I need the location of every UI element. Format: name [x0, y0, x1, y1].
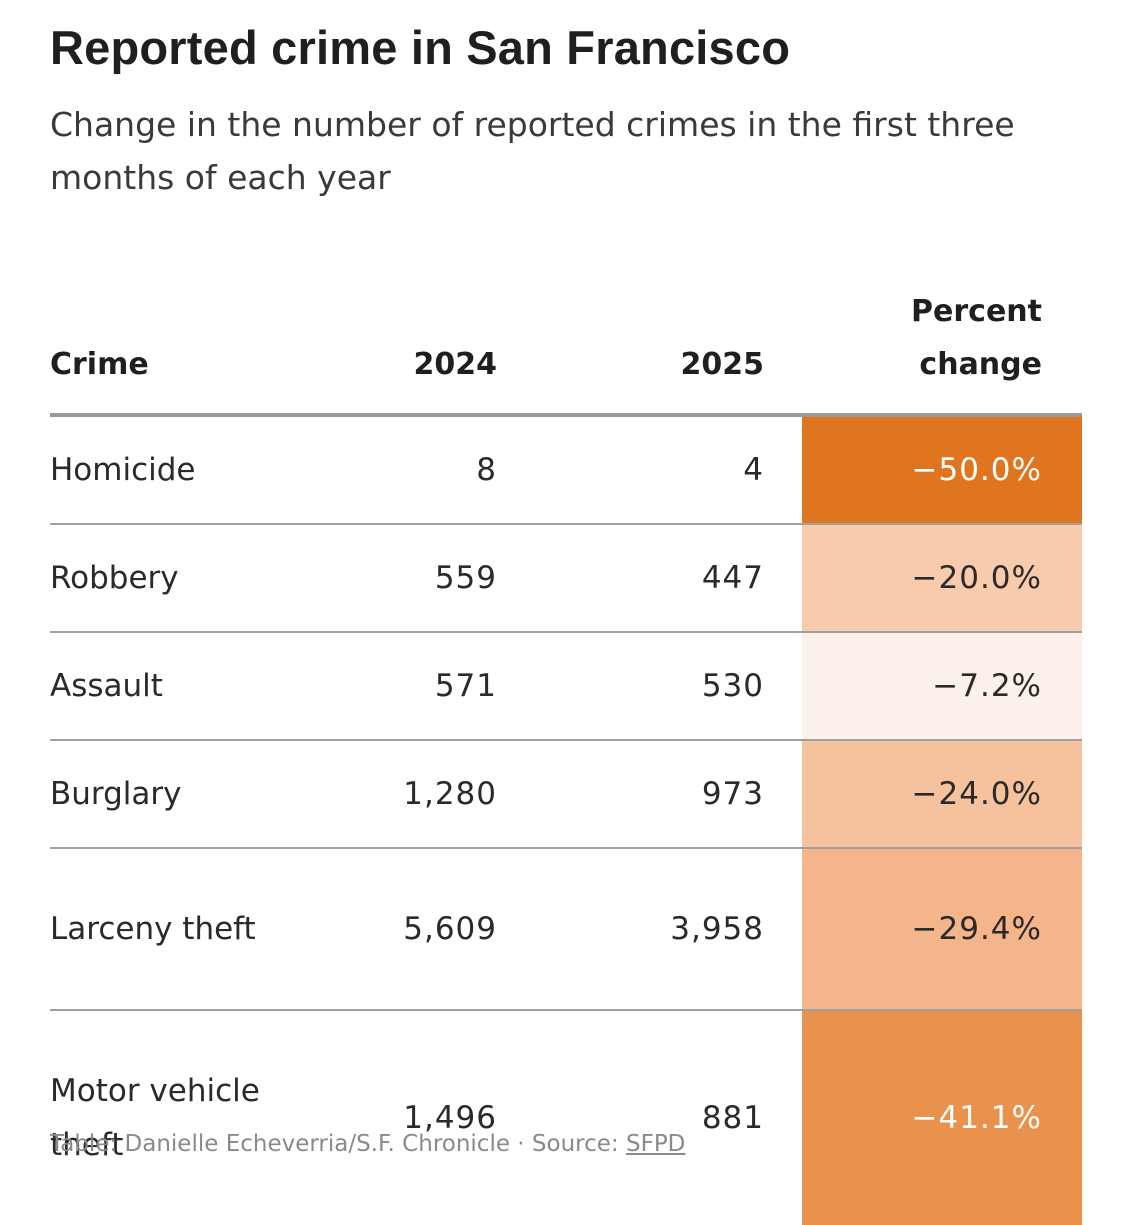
- value-2025: 973: [535, 740, 802, 849]
- percent-change-cell: −41.1%: [802, 1010, 1082, 1225]
- header-percent-line1: Percent: [911, 294, 1042, 329]
- footer-credit: Table: Danielle Echeverria/S.F. Chronicl…: [50, 1131, 626, 1157]
- value-2024: 1,496: [403, 1100, 497, 1136]
- percent-change-cell: −20.0%: [802, 524, 1082, 633]
- header-crime: Crime: [50, 285, 270, 417]
- value-2024: 559: [270, 524, 535, 633]
- value-2025: 447: [535, 524, 802, 633]
- header-2025: 2025: [535, 285, 802, 417]
- percent-change-cell: −50.0%: [802, 415, 1082, 525]
- table-row: Larceny theft 5,609 3,958 −29.4%: [50, 848, 1082, 1011]
- chart-subtitle: Change in the number of reported crimes …: [50, 105, 1015, 197]
- crime-name: Homicide: [50, 415, 270, 525]
- value-2025: 881: [701, 1100, 764, 1136]
- chart-footer: Table: Danielle Echeverria/S.F. Chronicl…: [50, 1126, 685, 1162]
- header-percent-change: Percent change: [802, 285, 1082, 417]
- value-2025: 530: [535, 632, 802, 741]
- crime-table: Crime 2024 2025 Percent change Homicide …: [50, 285, 1082, 1225]
- percent-change-cell: −24.0%: [802, 740, 1082, 849]
- table-row: Burglary 1,280 973 −24.0%: [50, 740, 1082, 849]
- percent-change-cell: −7.2%: [802, 632, 1082, 741]
- header-percent-line2: change: [919, 347, 1042, 382]
- value-2024: 8: [270, 415, 535, 525]
- source-link[interactable]: SFPD: [625, 1131, 686, 1157]
- table-row: Motor vehicle theft 1,496 881 −41.1%: [50, 1010, 1082, 1225]
- chart-title: Reported crime in San Francisco: [50, 21, 791, 74]
- value-2024: 5,609: [270, 848, 535, 1011]
- crime-name: Assault: [50, 632, 270, 741]
- crime-name: Robbery: [50, 524, 270, 633]
- crime-name: Motor vehicle theft: [50, 1073, 260, 1163]
- crime-name: Burglary: [50, 740, 270, 849]
- table-row: Robbery 559 447 −20.0%: [50, 524, 1082, 633]
- crime-name: Larceny theft: [50, 848, 270, 1011]
- value-2024: 571: [270, 632, 535, 741]
- percent-change-cell: −29.4%: [802, 848, 1082, 1011]
- table-header-row: Crime 2024 2025 Percent change: [50, 285, 1082, 417]
- value-2024: 1,280: [270, 740, 535, 849]
- value-2025: 3,958: [535, 848, 802, 1011]
- table-row: Assault 571 530 −7.2%: [50, 632, 1082, 741]
- value-2025: 4: [535, 415, 802, 525]
- header-2024: 2024: [270, 285, 535, 417]
- table-row: Homicide 8 4 −50.0%: [50, 415, 1082, 525]
